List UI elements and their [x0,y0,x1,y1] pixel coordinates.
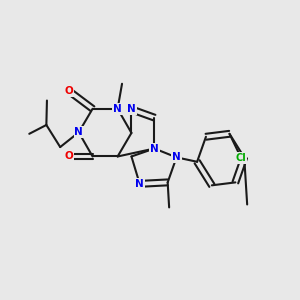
Text: N: N [172,152,181,162]
Text: O: O [65,86,74,96]
Text: N: N [74,127,83,137]
Text: N: N [135,179,144,189]
Text: N: N [113,104,122,114]
Text: N: N [150,143,159,154]
Text: O: O [65,152,74,161]
Text: Cl: Cl [236,153,247,163]
Text: N: N [127,104,136,114]
